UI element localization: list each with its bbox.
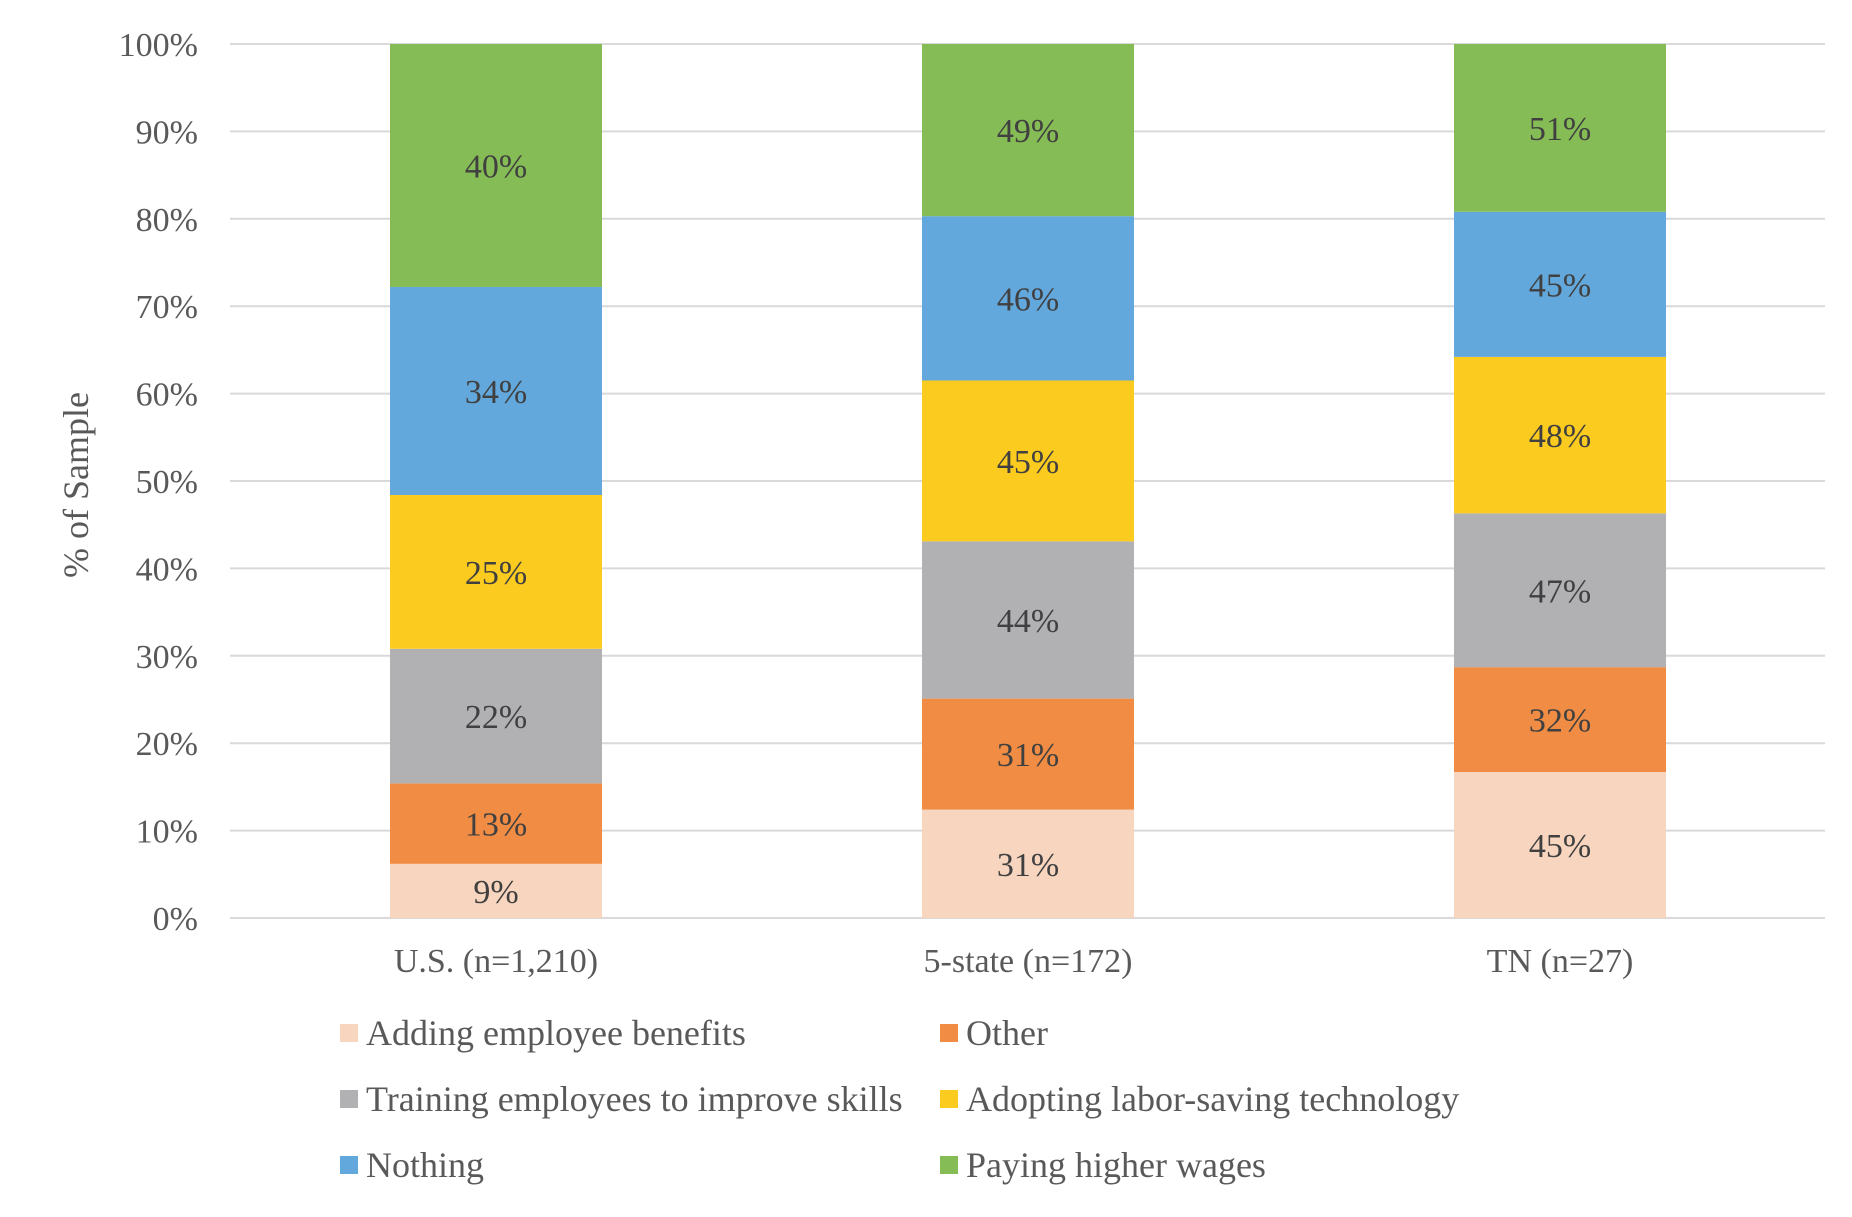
- x-axis-categories: U.S. (n=1,210) 5-state (n=172) TN (n=27): [394, 943, 1633, 980]
- data-label: 45%: [1529, 828, 1591, 865]
- data-label: 47%: [1529, 573, 1591, 610]
- y-tick-label: 10%: [136, 814, 198, 851]
- legend-swatch: [340, 1024, 358, 1042]
- data-label: 40%: [465, 148, 527, 185]
- y-tick-label: 80%: [136, 202, 198, 239]
- bar-segment: [922, 541, 1134, 699]
- data-label: 34%: [465, 374, 527, 411]
- data-label: 51%: [1529, 111, 1591, 148]
- data-label: 32%: [1529, 703, 1591, 740]
- y-tick-label: 60%: [136, 377, 198, 414]
- bars: [390, 44, 1666, 918]
- data-label: 46%: [997, 281, 1059, 318]
- y-axis-title: % of Sample: [56, 392, 96, 578]
- bar-segment: [1454, 772, 1666, 918]
- y-tick-label: 30%: [136, 639, 198, 676]
- legend-label: Adding employee benefits: [366, 1013, 746, 1053]
- legend-label: Adopting labor-saving technology: [966, 1079, 1460, 1119]
- legend-item: Adding employee benefits: [340, 1012, 746, 1054]
- data-label: 49%: [997, 113, 1059, 150]
- data-labels: 9% 13% 22% 25% 34% 40% 31% 31% 44% 45% 46% 49% 45% 32…: [465, 111, 1591, 911]
- data-label: 13%: [465, 807, 527, 844]
- bar-segment: [922, 216, 1134, 381]
- data-label: 45%: [997, 444, 1059, 481]
- y-tick-label: 20%: [136, 726, 198, 763]
- x-category-label: U.S. (n=1,210): [394, 943, 598, 980]
- data-label: 31%: [997, 737, 1059, 774]
- y-tick-label: 50%: [136, 464, 198, 501]
- bar-segment: [922, 698, 1134, 810]
- bar-segment: [390, 494, 602, 649]
- y-tick-label: 70%: [136, 289, 198, 326]
- legend-swatch: [340, 1090, 358, 1108]
- bar-segment: [922, 809, 1134, 918]
- bar-segment: [922, 44, 1134, 217]
- legend-item: Training employees to improve skills: [340, 1078, 903, 1120]
- legend-label: Other: [966, 1013, 1048, 1053]
- legend-label: Training employees to improve skills: [366, 1079, 903, 1119]
- data-label: 44%: [997, 603, 1059, 640]
- data-label: 45%: [1529, 267, 1591, 304]
- y-tick-label: 0%: [153, 901, 198, 938]
- legend-swatch: [340, 1156, 358, 1174]
- legend-item: Other: [940, 1012, 1048, 1054]
- y-tick-label: 90%: [136, 114, 198, 151]
- bar-segment: [1454, 44, 1666, 212]
- bar-segment: [1454, 667, 1666, 773]
- data-label: 25%: [465, 555, 527, 592]
- bar-segment: [390, 44, 602, 287]
- y-axis-ticks: 0% 10% 20% 30% 40% 50% 60% 70% 80% 90% 100%: [119, 27, 198, 938]
- legend-label: Paying higher wages: [966, 1145, 1266, 1185]
- bar-segment: [922, 380, 1134, 542]
- bar-segment: [390, 783, 602, 864]
- legend-swatch: [940, 1090, 958, 1108]
- y-tick-label: 100%: [119, 27, 198, 64]
- y-tick-label: 40%: [136, 551, 198, 588]
- bar-segment: [390, 863, 602, 918]
- legend-item: Adopting labor-saving technology: [940, 1078, 1459, 1120]
- bar-segment: [1454, 211, 1666, 357]
- data-label: 9%: [473, 874, 518, 911]
- data-label: 31%: [997, 847, 1059, 884]
- data-label: 48%: [1529, 418, 1591, 455]
- x-category-label: TN (n=27): [1487, 943, 1634, 980]
- legend-item: Paying higher wages: [940, 1144, 1266, 1186]
- bar-segment: [1454, 356, 1666, 514]
- bar-segment: [390, 648, 602, 784]
- bar-segment: [390, 286, 602, 495]
- bar-segment: [1454, 513, 1666, 668]
- legend-swatch: [940, 1156, 958, 1174]
- legend-swatch: [940, 1024, 958, 1042]
- data-label: 22%: [465, 699, 527, 736]
- x-category-label: 5-state (n=172): [924, 943, 1133, 980]
- legend-item: Nothing: [340, 1144, 484, 1186]
- legend-label: Nothing: [366, 1145, 485, 1185]
